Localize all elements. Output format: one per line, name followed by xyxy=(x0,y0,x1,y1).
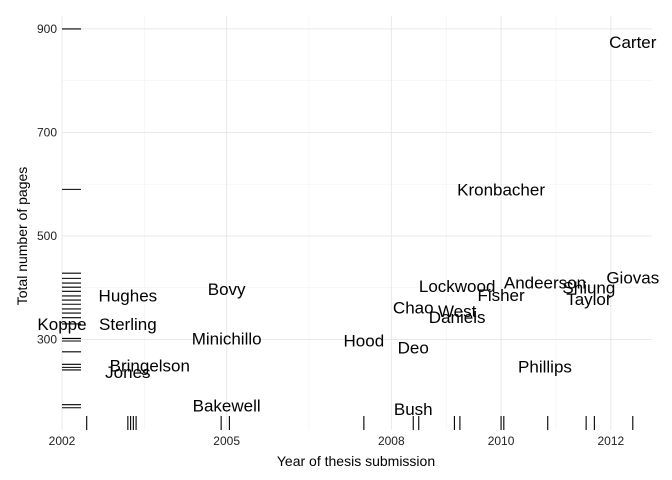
y-tick-label: 700 xyxy=(37,125,57,139)
point-label: Hood xyxy=(344,331,385,350)
point-label: Andeerson xyxy=(504,274,586,293)
x-tick-label: 2002 xyxy=(49,434,76,448)
x-tick-label: 2010 xyxy=(488,434,515,448)
point-label: Koppe xyxy=(37,315,86,334)
point-label: West xyxy=(438,302,477,321)
point-label: Carter xyxy=(609,33,657,52)
grid xyxy=(61,16,652,430)
point-label: Lockwood xyxy=(419,277,496,296)
point-label: Deo xyxy=(398,339,429,358)
point-label: Minichillo xyxy=(192,329,262,348)
point-labels: Carter Kronbacher Giovas Andeerson Lockwood S… xyxy=(37,33,659,419)
point-label: Chao xyxy=(393,298,434,317)
point-label: Jones xyxy=(105,363,150,382)
point-label: Bakewell xyxy=(193,397,261,416)
point-label: Bringelson xyxy=(110,356,190,375)
point-label: Bovy xyxy=(208,280,246,299)
x-tick-label: 2012 xyxy=(597,434,624,448)
x-tick-label: 2005 xyxy=(213,434,240,448)
point-label: Hughes xyxy=(99,286,158,305)
point-label: Daniels xyxy=(429,308,486,327)
point-label: Bush xyxy=(394,400,433,419)
rug-marks xyxy=(62,28,634,430)
y-tick-label: 500 xyxy=(37,229,57,243)
tick-labels: 2002 2005 2008 2010 2012 300 500 700 900 xyxy=(37,22,625,448)
y-tick-label: 300 xyxy=(37,332,57,346)
point-label: Shiung xyxy=(562,279,615,298)
y-axis-title: Total number of pages xyxy=(14,167,30,306)
x-tick-label: 2008 xyxy=(378,434,405,448)
point-label: Sterling xyxy=(99,315,157,334)
point-label: Taylor xyxy=(566,290,612,309)
x-axis-title: Year of thesis submission xyxy=(277,453,435,469)
y-tick-label: 900 xyxy=(37,22,57,36)
point-label: Fisher xyxy=(477,286,525,305)
point-label: Giovas xyxy=(606,268,659,287)
point-label: Phillips xyxy=(518,357,572,376)
point-label: Kronbacher xyxy=(457,180,545,199)
